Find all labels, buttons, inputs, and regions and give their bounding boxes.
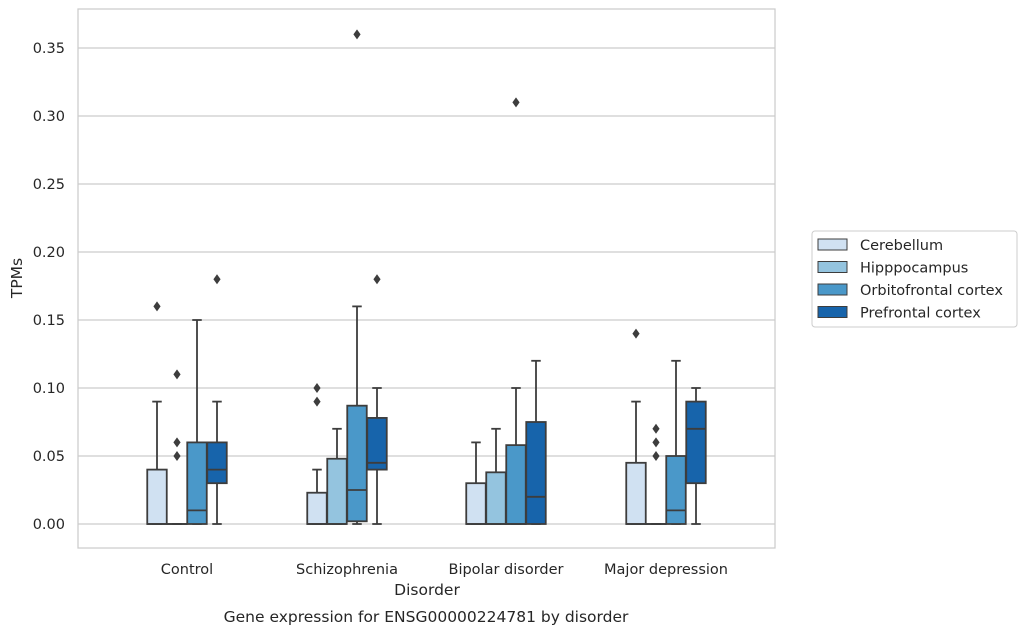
outlier-point	[652, 423, 660, 434]
box-group	[146, 301, 168, 525]
outlier-point	[632, 328, 640, 339]
outlier-point	[313, 383, 321, 393]
legend-swatch	[817, 261, 848, 273]
box	[685, 400, 707, 485]
outlier-point	[512, 97, 520, 108]
x-tick-label: Bipolar disorder	[449, 562, 564, 578]
x-tick-label: Control	[161, 562, 213, 578]
outlier-point	[153, 301, 161, 312]
box-group	[366, 274, 388, 525]
box	[525, 421, 547, 525]
box-series	[146, 29, 707, 525]
grid-lines	[78, 47, 775, 525]
series-hipppocampus	[166, 369, 667, 525]
y-tick-label: 0.00	[33, 517, 65, 533]
outlier-point	[313, 396, 321, 407]
box	[346, 404, 368, 523]
x-axis-label: Disorder	[394, 581, 460, 599]
y-tick-label: 0.10	[33, 381, 65, 397]
y-tick-label: 0.25	[33, 177, 65, 193]
box	[306, 491, 328, 525]
box	[485, 471, 507, 525]
legend: Cerebellum Hipppocampus Orbitofrontal cort…	[811, 230, 1018, 328]
y-tick-label: 0.05	[33, 449, 65, 465]
box-group	[306, 383, 328, 525]
box	[366, 417, 388, 471]
legend-label: Orbitofrontal cortex	[860, 283, 1003, 299]
box-group	[326, 427, 348, 525]
box-group	[186, 319, 208, 525]
box	[146, 468, 168, 525]
legend-label: Hipppocampus	[860, 261, 968, 277]
legend-label: Prefrontal cortex	[860, 306, 981, 322]
series-prefrontal-cortex	[206, 274, 707, 525]
box-group	[485, 427, 507, 525]
box-group	[505, 97, 527, 525]
chart-caption: Gene expression for ENSG00000224781 by d…	[224, 608, 629, 626]
box-group	[625, 328, 647, 525]
legend-swatch	[817, 238, 848, 251]
legend-swatch	[817, 283, 848, 296]
box	[186, 441, 208, 525]
box-group	[685, 387, 707, 525]
box	[465, 482, 487, 525]
outlier-point	[652, 451, 660, 461]
box-group	[525, 359, 547, 525]
y-axis-label: TPMs	[8, 258, 26, 299]
legend-label: Cerebellum	[860, 238, 943, 254]
outlier-point	[173, 437, 181, 448]
outlier-point	[213, 274, 221, 285]
outlier-point	[173, 451, 181, 461]
box-group	[665, 359, 687, 525]
series-orbitofrontal-cortex	[186, 29, 687, 525]
box-group	[206, 274, 228, 525]
y-tick-label: 0.30	[33, 109, 65, 125]
box	[625, 461, 647, 525]
x-tick-label: Schizophrenia	[296, 562, 398, 578]
box	[505, 444, 527, 525]
y-tick-label: 0.35	[33, 41, 65, 57]
series-cerebellum	[146, 301, 647, 525]
box	[326, 457, 348, 525]
outlier-point	[173, 369, 181, 380]
y-tick-label: 0.15	[33, 313, 65, 329]
box-group	[645, 423, 667, 525]
legend-swatch	[817, 306, 848, 318]
y-tick-label: 0.20	[33, 245, 65, 261]
box-group	[166, 369, 188, 525]
plot-frame	[77, 8, 776, 549]
box	[665, 455, 687, 525]
x-tick-label: Major depression	[604, 562, 728, 578]
outlier-point	[652, 437, 660, 448]
x-tick-labels: Control Schizophrenia Bipolar disorder Majo…	[161, 562, 728, 578]
box-group	[465, 441, 487, 525]
box	[206, 441, 228, 485]
box-group	[346, 29, 368, 525]
y-tick-labels: 0.00 0.05 0.10 0.15 0.20 0.25 0.30 0.35	[33, 41, 65, 533]
legend-frame	[811, 230, 1018, 328]
outlier-point	[373, 274, 381, 285]
outlier-point	[353, 29, 361, 40]
